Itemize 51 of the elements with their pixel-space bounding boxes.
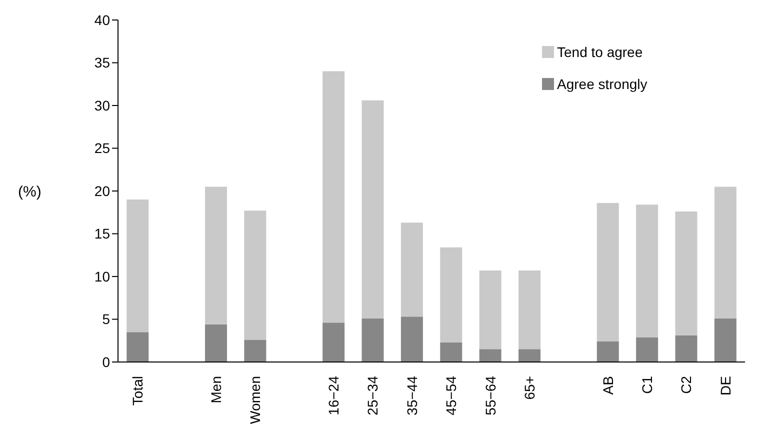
y-tick-label: 0 bbox=[102, 354, 110, 370]
bar bbox=[362, 100, 384, 318]
y-tick-label: 10 bbox=[94, 268, 110, 284]
x-tick-label: 45−54 bbox=[443, 376, 460, 416]
y-tick-label: 20 bbox=[94, 182, 110, 199]
bar bbox=[244, 340, 266, 362]
bar bbox=[675, 212, 698, 336]
bar bbox=[126, 200, 149, 332]
x-tick-label: 65+ bbox=[521, 376, 538, 400]
bar bbox=[714, 186, 736, 318]
bar bbox=[440, 247, 462, 342]
bar bbox=[362, 318, 384, 362]
bar bbox=[714, 318, 736, 362]
x-tick-label: AB bbox=[600, 376, 616, 395]
bar bbox=[479, 349, 502, 362]
x-tick-label: Women bbox=[247, 376, 264, 424]
legend-label: Tend to agree bbox=[557, 44, 643, 60]
bar bbox=[322, 71, 345, 323]
y-tick-label: 30 bbox=[94, 97, 110, 114]
y-tick-label: 35 bbox=[94, 54, 110, 71]
bar bbox=[400, 222, 423, 317]
bar bbox=[636, 204, 658, 338]
x-tick-label: C2 bbox=[678, 376, 694, 394]
y-tick-label: 40 bbox=[94, 12, 110, 28]
y-axis-title: (%) bbox=[18, 183, 42, 200]
bar bbox=[440, 342, 462, 362]
y-tick-label: 5 bbox=[102, 311, 110, 328]
bar bbox=[518, 270, 540, 350]
bar bbox=[204, 186, 227, 324]
y-tick-label: 15 bbox=[94, 226, 110, 242]
x-tick-label: 55−64 bbox=[482, 376, 498, 416]
bar bbox=[479, 270, 502, 350]
bar bbox=[675, 335, 698, 362]
bar bbox=[244, 210, 266, 340]
legend-label: Agree strongly bbox=[557, 76, 648, 92]
x-tick-label: 25−34 bbox=[364, 376, 381, 416]
x-tick-label: 35−44 bbox=[404, 376, 420, 416]
bar bbox=[596, 341, 619, 362]
x-tick-label: Men bbox=[208, 376, 224, 404]
bar bbox=[596, 202, 619, 342]
bar bbox=[636, 337, 658, 362]
x-tick-label: C1 bbox=[639, 376, 656, 394]
y-tick-label: 25 bbox=[94, 140, 110, 156]
bar bbox=[126, 332, 149, 362]
bar bbox=[400, 316, 423, 362]
x-tick-label: Total bbox=[130, 376, 146, 406]
bar bbox=[322, 322, 345, 362]
bar bbox=[204, 324, 227, 362]
x-tick-label: 16−24 bbox=[326, 376, 342, 416]
x-tick-label: DE bbox=[717, 376, 734, 396]
bar bbox=[518, 349, 540, 362]
